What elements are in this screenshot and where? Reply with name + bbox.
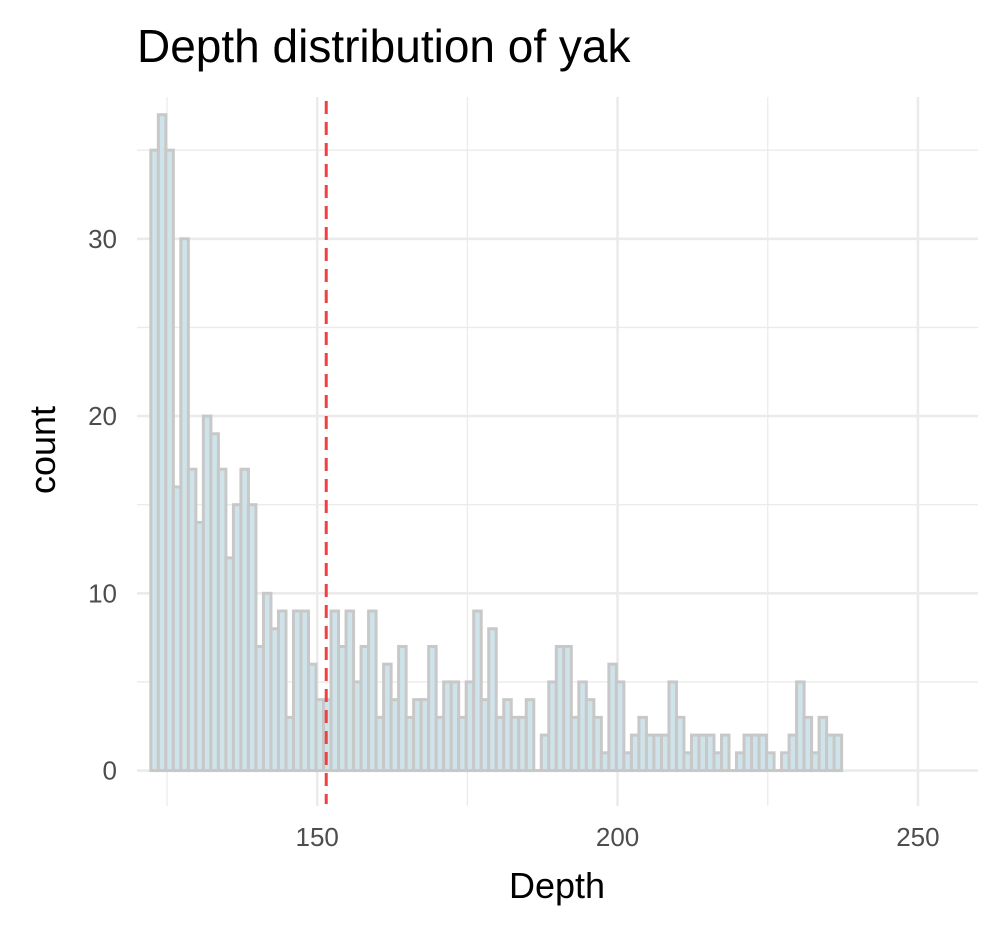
histogram-bar [832, 733, 844, 773]
histogram-bar [164, 148, 175, 773]
histogram-bar [276, 609, 288, 773]
histogram-bar [765, 751, 776, 773]
chart-title: Depth distribution of yak [137, 20, 631, 72]
y-tick-label: 10 [88, 578, 117, 608]
x-axis-title: Depth [509, 865, 605, 906]
histogram-bar [614, 680, 626, 773]
histogram-bar [427, 644, 438, 773]
y-tick-label: 20 [88, 401, 117, 431]
histogram-bar [487, 627, 498, 773]
histogram-bar [367, 609, 378, 773]
y-axis-ticks: 0 10 20 30 [88, 224, 117, 786]
histogram-bar [524, 698, 536, 773]
histogram-bar [719, 733, 731, 773]
x-axis-ticks: 150 200 250 [296, 822, 940, 852]
x-tick-label: 150 [296, 822, 339, 852]
histogram-bar [802, 715, 814, 773]
histogram-bar [562, 644, 573, 773]
histogram-bar [246, 503, 258, 773]
y-axis-title: count [22, 406, 63, 494]
histogram-bar [397, 644, 408, 773]
histogram-bar [674, 715, 686, 773]
x-tick-label: 200 [596, 822, 639, 852]
histogram-bars [149, 113, 844, 773]
y-tick-label: 0 [103, 756, 117, 786]
histogram-bar [592, 715, 603, 773]
y-tick-label: 30 [88, 224, 117, 254]
histogram-bar [472, 609, 483, 773]
x-tick-label: 250 [896, 822, 939, 852]
